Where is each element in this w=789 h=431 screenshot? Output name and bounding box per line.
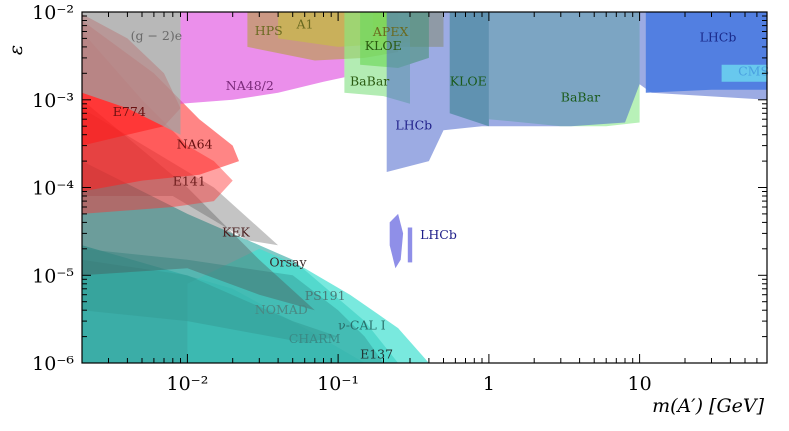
label-ps191: PS191 (305, 288, 346, 303)
label-e141: E141 (173, 174, 206, 189)
label-e137: E137 (360, 347, 393, 362)
label-na64: NA64 (177, 136, 213, 151)
label-cms: CMS (738, 63, 769, 78)
y-axis-title: ε (5, 45, 27, 55)
y-tick-label: 10⁻⁶ (32, 353, 74, 375)
region-cms (721, 64, 767, 82)
label-nomad: NOMAD (255, 302, 308, 317)
y-tick-label: 10⁻⁴ (32, 178, 74, 200)
y-tick-labels: 10⁻² 10⁻³ 10⁻⁴ 10⁻⁵ 10⁻⁶ (32, 2, 74, 375)
exclusion-regions (82, 12, 767, 363)
label-lhcb-island: LHCb (420, 227, 457, 242)
label-a1: A1 (296, 16, 314, 31)
label-babar-low: BaBar (350, 74, 389, 89)
x-tick-label: 10 (628, 373, 652, 395)
x-tick-label: 10⁻² (166, 373, 208, 395)
axis-ticks (81, 11, 768, 364)
region-lhcb-island (389, 213, 404, 269)
label-g-2-e: (g − 2)e (131, 28, 183, 43)
region-ps191 (82, 248, 384, 363)
region-lhcb-island-2 (407, 227, 413, 263)
label-kloe-low: KLOE (365, 38, 402, 53)
label-kek: KEK (222, 225, 250, 240)
label-orsay: Orsay (269, 255, 307, 270)
x-tick-label: 1 (483, 373, 495, 395)
label-babar: BaBar (561, 90, 600, 105)
label-kloe-mid: KLOE (450, 74, 487, 89)
x-axis-title: m(A′) [GeV] (652, 395, 764, 417)
label-charm: CHARM (289, 331, 341, 346)
label-lhcb-high-mass: LHCb (700, 30, 737, 45)
label-e774: E774 (113, 104, 146, 119)
label-cal-i: ν-CAL I (338, 318, 386, 333)
y-tick-label: 10⁻³ (32, 90, 74, 112)
label-hps: HPS (255, 23, 283, 38)
x-tick-label: 10⁻¹ (317, 373, 359, 395)
y-tick-label: 10⁻² (32, 2, 74, 24)
region-g-2-e (82, 12, 181, 135)
label-lhcb: LHCb (395, 117, 432, 132)
x-tick-labels: 10⁻² 10⁻¹ 1 10 (166, 373, 651, 395)
label-na48-2: NA48/2 (226, 78, 274, 93)
label-apex: APEX (372, 24, 409, 39)
y-tick-label: 10⁻⁵ (32, 265, 74, 287)
